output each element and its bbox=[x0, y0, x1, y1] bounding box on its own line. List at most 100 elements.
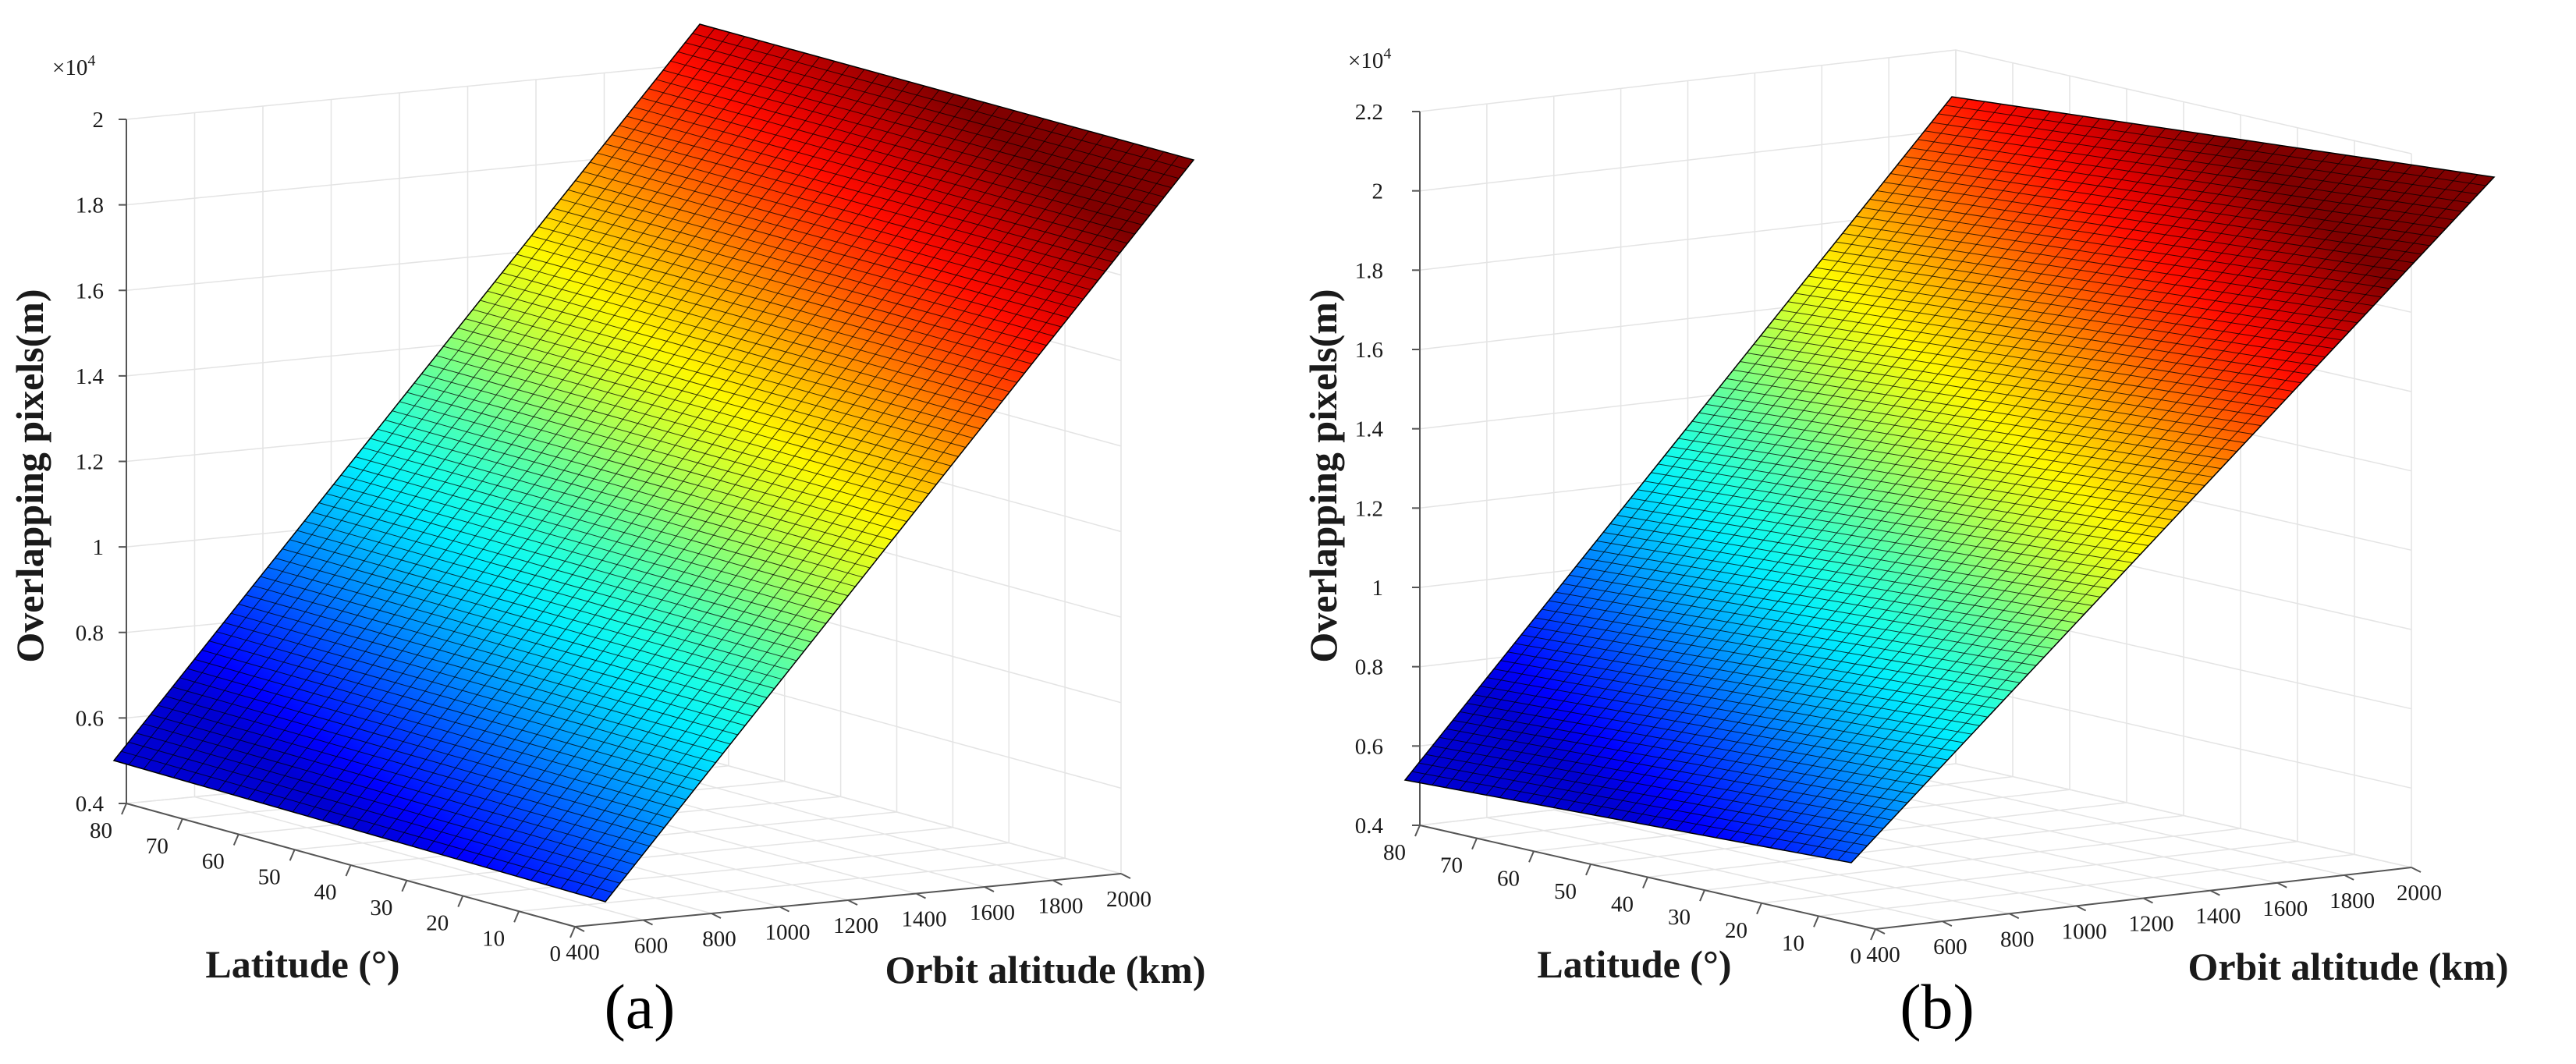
mesh-line bbox=[1837, 174, 2478, 861]
mesh-line bbox=[392, 410, 885, 550]
mesh-line bbox=[1842, 232, 2366, 315]
mesh-line bbox=[260, 576, 753, 717]
altitude-tick-label: 1000 bbox=[2062, 919, 2107, 944]
altitude-tick-mark bbox=[984, 886, 995, 892]
mesh-line bbox=[538, 226, 1032, 365]
mesh-line bbox=[158, 36, 745, 774]
altitude-tick-mark bbox=[1875, 928, 1886, 935]
latitude-tick-label: 50 bbox=[258, 864, 281, 889]
altitude-tick-label: 400 bbox=[566, 940, 600, 965]
mesh-line bbox=[1876, 190, 2406, 272]
altitude-tick-label: 800 bbox=[702, 927, 736, 952]
mesh-line bbox=[435, 355, 929, 495]
mesh-line bbox=[1487, 677, 1948, 761]
mesh-line bbox=[1897, 165, 2430, 246]
mesh-line bbox=[575, 180, 1069, 318]
mesh-line bbox=[1580, 128, 2166, 814]
z-tick-label: 0.8 bbox=[1355, 655, 1383, 680]
mesh-line bbox=[1634, 137, 2232, 823]
mesh-line bbox=[590, 155, 1180, 898]
mesh-line bbox=[158, 704, 650, 847]
z-tick-label: 1.8 bbox=[1355, 258, 1383, 283]
latitude-tick-mark bbox=[345, 864, 352, 877]
mesh-line bbox=[1575, 566, 2053, 649]
mesh-line bbox=[530, 235, 1025, 374]
altitude-tick-mark bbox=[2143, 897, 2153, 904]
z-tick-label: 2 bbox=[93, 108, 105, 133]
mesh-line bbox=[223, 622, 716, 764]
mesh-line bbox=[1808, 275, 2326, 358]
mesh-line bbox=[1453, 719, 1908, 803]
mesh-line bbox=[1794, 293, 2310, 375]
altitude-tick-mark bbox=[574, 926, 585, 932]
mesh-line bbox=[655, 79, 1150, 216]
altitude-tick-label: 1800 bbox=[1038, 894, 1084, 919]
mesh-line bbox=[626, 115, 1120, 254]
mesh-line bbox=[340, 474, 834, 615]
latitude-axis-title: Latitude (°) bbox=[205, 942, 399, 986]
z-tick-label: 1 bbox=[93, 535, 105, 560]
mesh-line bbox=[1609, 523, 2093, 606]
latitude-tick-mark bbox=[457, 896, 464, 907]
mesh-line bbox=[247, 61, 836, 800]
mesh-line bbox=[289, 539, 782, 680]
latitude-tick-mark bbox=[1813, 915, 1819, 927]
mesh-line bbox=[1589, 548, 2069, 632]
grid-line bbox=[1704, 828, 2241, 891]
mesh-line bbox=[1466, 702, 1924, 786]
altitude-tick-label: 1400 bbox=[2195, 904, 2241, 929]
altitude-tick-mark bbox=[2344, 874, 2354, 881]
altitude-tick-label: 600 bbox=[634, 934, 669, 959]
mesh-line bbox=[619, 125, 1113, 263]
altitude-axis-title: Orbit altitude (km) bbox=[885, 948, 1205, 991]
latitude-tick-mark bbox=[121, 803, 127, 815]
mesh-line bbox=[352, 90, 940, 830]
mesh-line bbox=[165, 695, 658, 838]
labels: ×104 Overlapping pixels(m) Latitude (°) Orb… bbox=[1301, 45, 2509, 1042]
mesh-line bbox=[560, 147, 1149, 889]
mesh-line bbox=[1733, 369, 2237, 452]
mesh-line bbox=[172, 686, 665, 828]
mesh-line bbox=[208, 640, 701, 782]
mesh-line bbox=[443, 346, 937, 485]
mesh-line bbox=[1493, 669, 1956, 752]
mesh-line bbox=[1623, 506, 2109, 589]
latitude-tick-label: 50 bbox=[1554, 879, 1577, 904]
mesh-line bbox=[1651, 472, 2141, 555]
mesh-line bbox=[1769, 161, 2397, 849]
mesh-line bbox=[296, 530, 789, 671]
mesh-line bbox=[1675, 145, 2281, 831]
z-tick-label: 1.6 bbox=[1355, 338, 1383, 363]
mesh-line bbox=[1520, 634, 1989, 718]
latitude-tick-label: 10 bbox=[482, 926, 505, 951]
mesh-line bbox=[1883, 182, 2415, 264]
mesh-line bbox=[662, 69, 1158, 207]
mesh-line bbox=[1719, 386, 2221, 470]
altitude-tick-label: 1800 bbox=[2329, 888, 2375, 913]
mesh-line bbox=[1760, 335, 2269, 418]
surface-mesh bbox=[1411, 98, 2486, 861]
latitude-tick-label: 40 bbox=[314, 880, 337, 905]
altitude-tick-mark bbox=[1942, 920, 1953, 927]
mesh-line bbox=[370, 438, 864, 578]
mesh-line bbox=[582, 171, 1077, 309]
mesh-line bbox=[1644, 481, 2133, 563]
mesh-line bbox=[1729, 154, 2347, 841]
mesh-line bbox=[456, 118, 1045, 860]
mesh-line bbox=[292, 73, 880, 813]
altitude-tick-mark bbox=[2076, 905, 2087, 912]
latitude-tick-mark bbox=[1471, 838, 1478, 850]
z-tick-label: 1.2 bbox=[1355, 496, 1383, 521]
z-tick-label: 0.6 bbox=[1355, 734, 1383, 759]
mesh-line bbox=[1856, 215, 2382, 298]
mesh-line bbox=[411, 106, 1000, 847]
latitude-tick-label: 30 bbox=[1668, 905, 1691, 930]
grid-line bbox=[1419, 49, 2412, 154]
mesh-line bbox=[1472, 108, 2035, 793]
z-tick-label: 1.4 bbox=[1355, 417, 1384, 442]
altitude-tick-mark bbox=[643, 919, 653, 926]
mesh-line bbox=[128, 741, 620, 884]
mesh-line bbox=[1810, 169, 2446, 856]
mesh-line bbox=[188, 44, 775, 782]
